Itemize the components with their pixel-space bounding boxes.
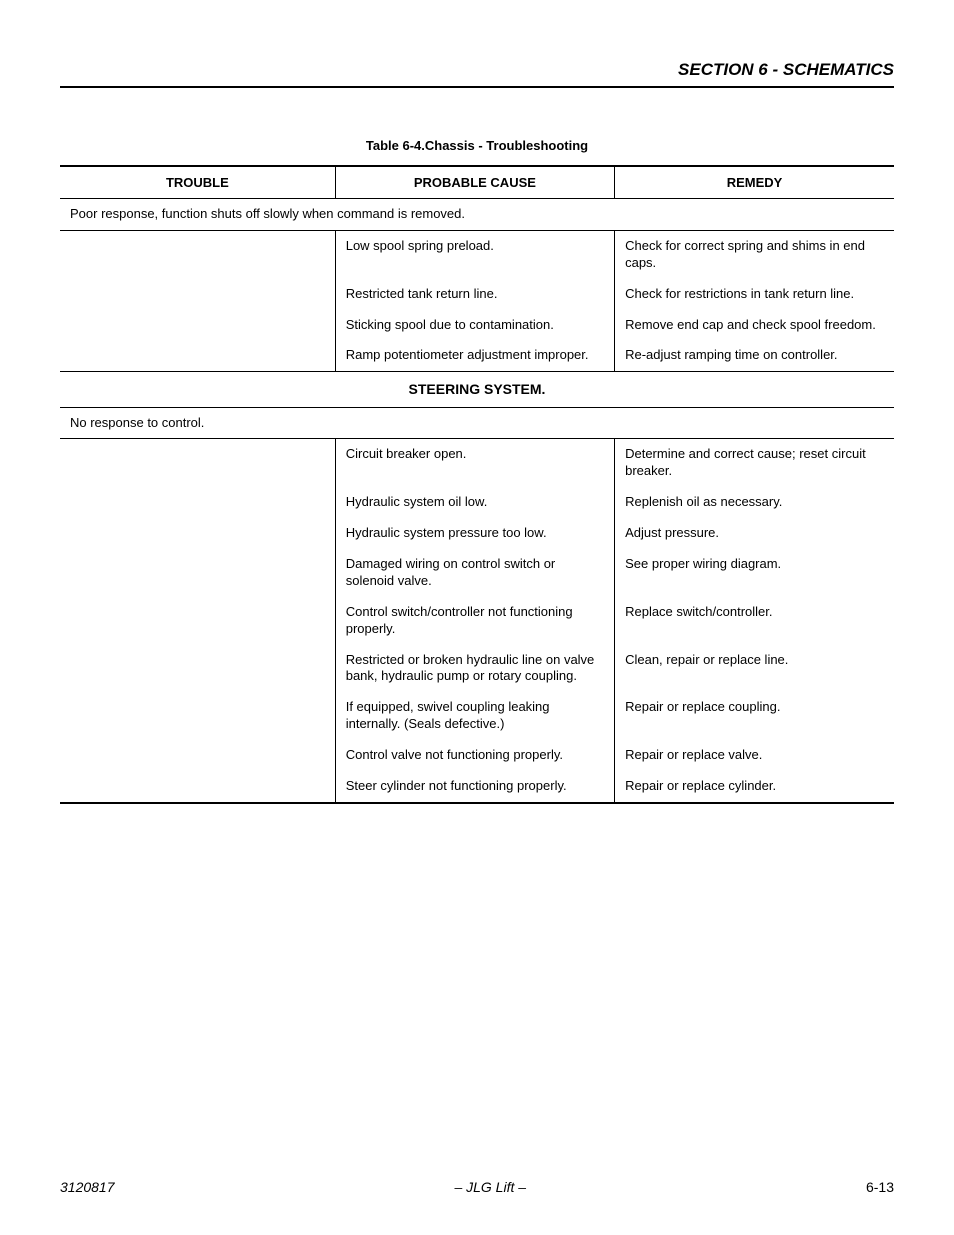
table-row: Control valve not functioning properly.R… [60,740,894,771]
table-row: Circuit breaker open.Determine and corre… [60,439,894,487]
trouble-cell [60,310,335,341]
column-header-trouble: TROUBLE [60,166,335,199]
table-row: Damaged wiring on control switch or sole… [60,549,894,597]
trouble-cell [60,597,335,645]
cause-cell: Control valve not functioning properly. [335,740,614,771]
trouble-cell [60,645,335,693]
remedy-cell: Clean, repair or replace line. [615,645,894,693]
trouble-cell [60,279,335,310]
cause-cell: Sticking spool due to contamination. [335,310,614,341]
footer-left: 3120817 [60,1179,115,1195]
table-row: Restricted tank return line.Check for re… [60,279,894,310]
table-body: Poor response, function shuts off slowly… [60,199,894,803]
table-row: Ramp potentiometer adjustment improper.R… [60,340,894,371]
section-heading: STEERING SYSTEM. [60,372,894,407]
trouble-cell [60,740,335,771]
trouble-description: No response to control. [60,407,894,439]
cause-cell: Low spool spring preload. [335,230,614,278]
table-row: Hydraulic system oil low.Replenish oil a… [60,487,894,518]
trouble-cell [60,549,335,597]
trouble-cell [60,518,335,549]
cause-cell: Circuit breaker open. [335,439,614,487]
table-row: Steer cylinder not functioning properly.… [60,771,894,803]
table-title: Table 6-4.Chassis - Troubleshooting [60,138,894,153]
cause-cell: Restricted or broken hydraulic line on v… [335,645,614,693]
remedy-cell: See proper wiring diagram. [615,549,894,597]
cause-cell: Hydraulic system oil low. [335,487,614,518]
footer-center: – JLG Lift – [454,1179,526,1195]
remedy-cell: Repair or replace coupling. [615,692,894,740]
trouble-description: Poor response, function shuts off slowly… [60,199,894,231]
section-header: SECTION 6 - SCHEMATICS [60,60,894,88]
cause-cell: Restricted tank return line. [335,279,614,310]
table-row: No response to control. [60,407,894,439]
remedy-cell: Replenish oil as necessary. [615,487,894,518]
table-row: Hydraulic system pressure too low.Adjust… [60,518,894,549]
remedy-cell: Remove end cap and check spool freedom. [615,310,894,341]
column-header-cause: PROBABLE CAUSE [335,166,614,199]
table-row: STEERING SYSTEM. [60,372,894,407]
cause-cell: Hydraulic system pressure too low. [335,518,614,549]
table-row: Restricted or broken hydraulic line on v… [60,645,894,693]
remedy-cell: Replace switch/controller. [615,597,894,645]
remedy-cell: Repair or replace valve. [615,740,894,771]
table-header-row: TROUBLE PROBABLE CAUSE REMEDY [60,166,894,199]
remedy-cell: Repair or replace cylinder. [615,771,894,803]
troubleshooting-table: TROUBLE PROBABLE CAUSE REMEDY Poor respo… [60,165,894,804]
trouble-cell [60,487,335,518]
trouble-cell [60,439,335,487]
cause-cell: Steer cylinder not functioning properly. [335,771,614,803]
remedy-cell: Check for correct spring and shims in en… [615,230,894,278]
page-footer: 3120817 – JLG Lift – 6-13 [60,1179,894,1195]
remedy-cell: Adjust pressure. [615,518,894,549]
table-row: Low spool spring preload.Check for corre… [60,230,894,278]
cause-cell: If equipped, swivel coupling leaking int… [335,692,614,740]
table-row: Sticking spool due to contamination.Remo… [60,310,894,341]
table-row: If equipped, swivel coupling leaking int… [60,692,894,740]
remedy-cell: Determine and correct cause; reset circu… [615,439,894,487]
trouble-cell [60,230,335,278]
cause-cell: Control switch/controller not functionin… [335,597,614,645]
column-header-remedy: REMEDY [615,166,894,199]
remedy-cell: Re-adjust ramping time on controller. [615,340,894,371]
trouble-cell [60,771,335,803]
cause-cell: Damaged wiring on control switch or sole… [335,549,614,597]
footer-right: 6-13 [866,1179,894,1195]
cause-cell: Ramp potentiometer adjustment improper. [335,340,614,371]
table-row: Control switch/controller not functionin… [60,597,894,645]
remedy-cell: Check for restrictions in tank return li… [615,279,894,310]
trouble-cell [60,340,335,371]
trouble-cell [60,692,335,740]
table-row: Poor response, function shuts off slowly… [60,199,894,231]
